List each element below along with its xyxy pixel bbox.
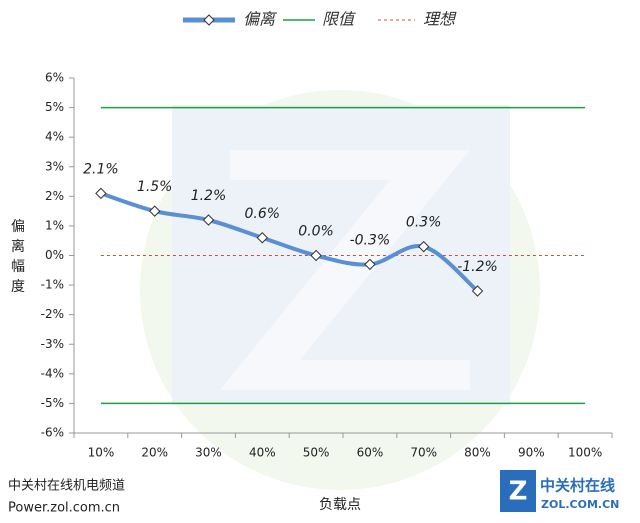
y-axis-label: 偏离幅度 — [11, 219, 25, 295]
marker — [310, 249, 322, 262]
marker — [364, 258, 376, 271]
x-tick-label: 20% — [141, 446, 168, 460]
marker — [417, 240, 430, 253]
logo-mark: Z — [509, 477, 528, 507]
y-tick-label: 6% — [45, 71, 64, 85]
data-label: -0.3% — [350, 232, 391, 248]
data-label: 0.6% — [245, 206, 281, 222]
y-tick-label: 1% — [45, 218, 64, 232]
legend-label: 限值 — [322, 10, 356, 29]
data-label: 0.0% — [298, 224, 334, 240]
legend-label: 理想 — [423, 10, 457, 29]
x-tick-label: 40% — [249, 446, 276, 460]
logo-text: 中关村在线 — [540, 477, 615, 495]
source: Power.zol.com.cn — [8, 501, 120, 516]
y-tick-label: -6% — [41, 426, 64, 440]
marker — [256, 232, 269, 244]
source: 中关村在线机电频道 — [8, 479, 125, 494]
y-tick-label: -4% — [41, 366, 64, 380]
data-label: 1.5% — [137, 179, 173, 195]
x-tick-label: 70% — [410, 446, 437, 460]
x-tick-label: 90% — [518, 446, 545, 460]
y-tick-label: 2% — [45, 189, 64, 203]
marker — [95, 187, 107, 200]
y-tick-label: 5% — [45, 100, 64, 114]
marker — [202, 214, 215, 226]
y-tick-label: -5% — [41, 396, 64, 410]
logo: Z 中关村在线 ZOL.COM.CN — [500, 470, 619, 512]
x-tick-label: 80% — [464, 446, 491, 460]
x-tick-label: 100% — [568, 446, 602, 460]
marker — [148, 205, 161, 217]
y-tick-label: -2% — [41, 307, 64, 321]
data-label: 0.3% — [406, 215, 442, 231]
x-axis-label: 负载点 — [319, 497, 361, 513]
data-label: 2.1% — [83, 161, 119, 177]
y-tick-label: -1% — [41, 278, 64, 292]
data-label: -1.2% — [457, 259, 498, 275]
x-tick-label: 10% — [88, 446, 115, 460]
y-tick-label: -3% — [41, 337, 64, 351]
x-tick-label: 30% — [195, 446, 222, 460]
data-label: 1.2% — [191, 188, 227, 204]
legend-swatch — [203, 14, 215, 26]
logo-text: ZOL.COM.CN — [541, 498, 619, 511]
x-tick-label: 60% — [357, 446, 384, 460]
y-tick-label: 0% — [45, 248, 64, 262]
legend-label: 偏离 — [243, 10, 278, 29]
y-tick-label: 3% — [45, 159, 64, 173]
x-tick-label: 50% — [303, 446, 330, 460]
y-tick-label: 4% — [45, 130, 64, 144]
marker — [471, 285, 484, 297]
